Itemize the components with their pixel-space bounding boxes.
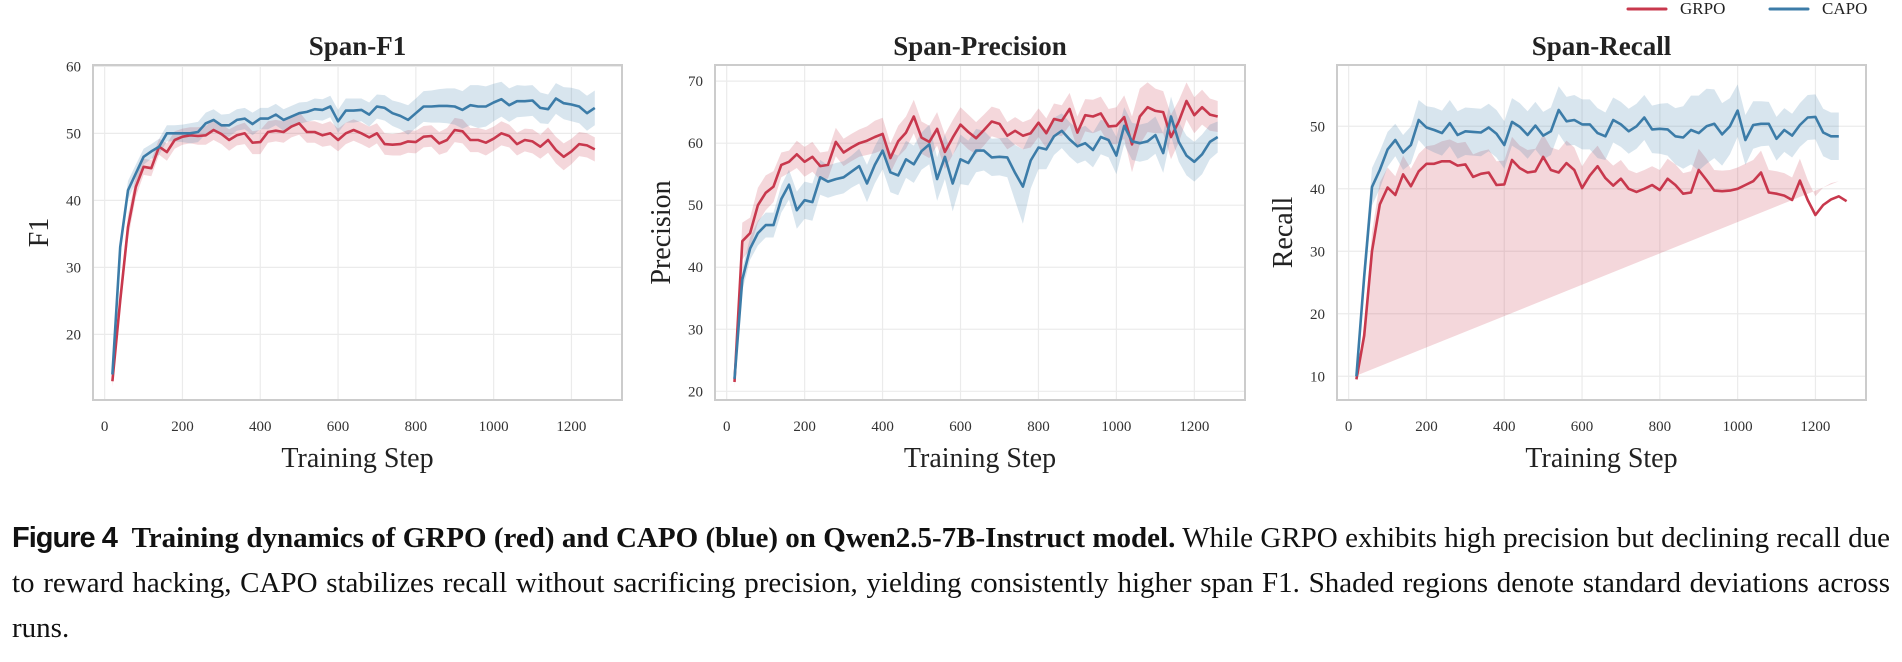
x-tick-label: 800: [405, 419, 428, 435]
x-tick-label: 400: [1493, 419, 1516, 435]
x-tick-label: 200: [171, 419, 194, 435]
plot-area: [1337, 65, 1866, 400]
gridlines: [715, 65, 1245, 400]
y-tick-label: 40: [66, 193, 81, 209]
chart-panel-span-recall: 0 200 400 600 800 1000 1200 10 20 30 40 50 Span-Reca…: [1268, 31, 1867, 474]
y-tick-label: 20: [688, 384, 703, 400]
axes-frame: [1336, 64, 1867, 401]
y-tick-label: 40: [688, 260, 703, 276]
x-tick-label: 600: [949, 419, 972, 435]
caption-lead: Training dynamics of GRPO (red) and CAPO…: [131, 522, 1176, 554]
x-tick-label: 1200: [556, 419, 586, 435]
series-points-capo: [1356, 109, 1839, 377]
axes-frame: [92, 64, 623, 401]
x-tick-label: 400: [249, 419, 272, 435]
x-tick-label: 0: [723, 419, 731, 435]
x-tick-label: 0: [101, 419, 109, 435]
chart-title: Span-Precision: [893, 31, 1067, 61]
series-line-grpo: [111, 122, 596, 382]
y-tick-label: 10: [1310, 369, 1325, 385]
x-tick-label: 1200: [1179, 419, 1209, 435]
std-band-grpo: [734, 82, 1218, 388]
y-tick-label: 50: [688, 198, 703, 214]
y-tick-label: 20: [66, 327, 81, 343]
series-points-grpo: [734, 100, 1218, 383]
series-points-capo: [734, 116, 1218, 379]
x-axis-label: Training Step: [1525, 443, 1677, 474]
x-tick-label: 200: [1415, 419, 1438, 435]
chart-title: Span-F1: [309, 31, 407, 61]
std-band-grpo: [112, 111, 595, 387]
y-axis-label: F1: [24, 218, 55, 248]
y-tick-label: 30: [1310, 244, 1325, 260]
y-tick-label: 50: [66, 126, 81, 142]
y-axis-label: Precision: [646, 180, 677, 284]
series-points-grpo: [112, 123, 595, 382]
x-tick-label: 1200: [1800, 419, 1830, 435]
std-band-grpo: [1356, 134, 1839, 376]
x-tick-label: 1000: [479, 419, 509, 435]
series-line-capo: [111, 97, 596, 375]
legend: GRPO CAPO: [1626, 0, 1867, 18]
x-tick-label: 1000: [1723, 419, 1753, 435]
std-band-capo: [112, 81, 595, 379]
y-tick-label: 70: [688, 74, 703, 90]
axes-frame: [714, 64, 1246, 401]
plot-area: [715, 65, 1245, 400]
x-tick-label: 0: [1345, 419, 1353, 435]
x-tick-label: 800: [1649, 419, 1672, 435]
y-tick-label: 30: [688, 322, 703, 338]
series-line-capo: [733, 115, 1219, 380]
x-tick-label: 400: [871, 419, 894, 435]
x-axis-label: Training Step: [281, 443, 433, 474]
y-tick-label: 50: [1310, 119, 1325, 135]
y-axis-label: Recall: [1268, 197, 1299, 269]
std-band-capo: [1356, 84, 1839, 380]
y-tick-label: 60: [66, 59, 81, 75]
series-points-capo: [112, 98, 595, 375]
y-tick-label: 60: [688, 136, 703, 152]
y-tick-label: 30: [66, 260, 81, 276]
legend-label-grpo: GRPO: [1680, 0, 1725, 18]
figure: GRPO CAPO 0 200 400 600 800 1000 1200203040506…: [24, 0, 1867, 474]
series-points-grpo: [1356, 156, 1847, 380]
chart-title: Span-Recall: [1532, 31, 1672, 61]
y-tick-label: 20: [1310, 307, 1325, 323]
x-tick-label: 600: [1571, 419, 1594, 435]
figure-label: Figure 4: [12, 522, 118, 554]
figure-caption: Figure 4 Training dynamics of GRPO (red)…: [12, 516, 1890, 651]
x-tick-label: 200: [793, 419, 816, 435]
x-tick-label: 1000: [1101, 419, 1131, 435]
chart-panel-span-precision: 0 200 400 600 800 1000 1200 20 30 40 50 60 70 Span-Pr…: [646, 31, 1246, 474]
x-axis-label: Training Step: [904, 443, 1056, 474]
y-tick-label: 40: [1310, 182, 1325, 198]
caption-body: While GRPO exhibits high precision but d…: [12, 522, 1890, 644]
plot-area: [93, 65, 622, 400]
chart-panel-span-f1: 0 200 400 600 800 1000 1200 20 30 40 50 60 Span-F1 Tr…: [24, 31, 623, 474]
gridlines: [93, 65, 622, 400]
series-line-capo: [1355, 108, 1839, 377]
legend-label-capo: CAPO: [1822, 0, 1867, 18]
series-line-grpo: [1355, 155, 1848, 380]
x-tick-label: 600: [327, 419, 350, 435]
x-tick-label: 800: [1027, 419, 1050, 435]
